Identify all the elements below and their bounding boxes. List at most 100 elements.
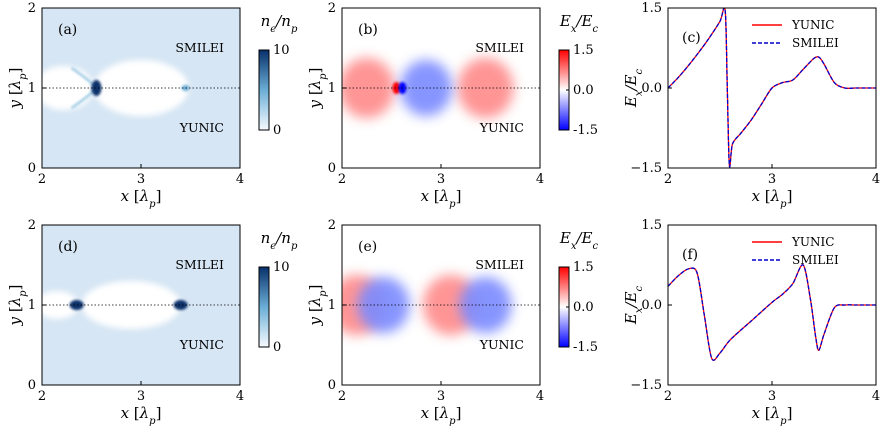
- series-smilei: [668, 8, 876, 168]
- legend: YUNIC SMILEI: [752, 235, 839, 267]
- annotation-top: SMILEI: [475, 257, 524, 272]
- xlabel-text: x [λp]: [752, 187, 793, 210]
- plot-area: [668, 264, 876, 361]
- xtick-label: 3: [437, 389, 445, 404]
- ytick-label: 1: [28, 81, 36, 96]
- colorbar: [258, 49, 270, 131]
- panel-c: 2 3 4 −1.5 0.0 1.5 (c) x [λp] Ex/Ec YUNIC SMILEI: [622, 1, 880, 210]
- colorbar-label: Ex/Ec: [559, 12, 599, 35]
- xlabel: x [λp]: [121, 187, 162, 210]
- ylabel: y [λp]: [6, 68, 29, 110]
- xtick-label: 4: [872, 172, 880, 187]
- colorbar-tick-label: -1.5: [573, 123, 598, 138]
- field-spike-pos: [392, 82, 401, 94]
- colorbar-tick-label: 10: [273, 260, 290, 275]
- panel-label: (f): [682, 247, 698, 263]
- xtick-label: 2: [38, 172, 46, 187]
- xtick-label: 2: [338, 389, 346, 404]
- colorbar-tick-label: 0: [273, 340, 281, 355]
- annotation-bottom: YUNIC: [479, 120, 524, 135]
- colorbar-tick-label: 1.5: [573, 260, 594, 275]
- ylabel-text: y [λp]: [306, 285, 329, 327]
- colorbar-tick-label: 0: [273, 123, 281, 138]
- colorbar-label: ne/np: [261, 12, 298, 35]
- xtick-label: 4: [536, 389, 544, 404]
- colorbar-tick-label: -1.5: [573, 340, 598, 355]
- panel-e: 2 3 4 0 1 2 (e) SMILEI YUNIC x [λp] y [λp] 1.5 0.0 -1…: [306, 218, 599, 427]
- ytick-label: 1: [328, 298, 336, 313]
- ytick-label: 2: [28, 1, 36, 16]
- xtick-label: 3: [137, 389, 145, 404]
- colorbar-label-text: ne/np: [261, 229, 298, 252]
- xlabel-text: x [λp]: [752, 404, 793, 427]
- legend-label-yunic: YUNIC: [791, 235, 834, 249]
- ytick-label: −1.5: [630, 161, 662, 176]
- ytick-label: 2: [328, 218, 336, 233]
- colorbar-tick-label: 0.0: [573, 83, 594, 98]
- legend-label-yunic: YUNIC: [791, 18, 834, 32]
- ytick-label: 0.0: [641, 298, 662, 313]
- colorbar-label-text: ne/np: [261, 12, 298, 35]
- xtick-label: 4: [872, 389, 880, 404]
- xlabel-text: x [λp]: [121, 404, 162, 427]
- bubble-main: [81, 281, 181, 329]
- xtick-label: 3: [768, 389, 776, 404]
- xtick-label: 3: [437, 172, 445, 187]
- colorbar-tick-label: 1.5: [573, 43, 594, 58]
- ytick-label: 0: [328, 378, 336, 393]
- field-red-lobe-0: [342, 58, 395, 118]
- ytick-label: 2: [328, 1, 336, 16]
- annotation-bottom: YUNIC: [179, 337, 224, 352]
- ytick-label: 1.5: [641, 218, 662, 233]
- ytick-label: 0: [328, 161, 336, 176]
- colorbar: [258, 266, 270, 348]
- ytick-label: 1: [28, 298, 36, 313]
- xtick-label: 2: [664, 172, 672, 187]
- panel-label: (d): [58, 239, 78, 255]
- field-blue-lobe-0: [357, 277, 410, 333]
- xtick-label: 2: [664, 389, 672, 404]
- series-smilei: [668, 264, 876, 361]
- ylabel-text: y [λp]: [306, 68, 329, 110]
- ytick-label: 1: [328, 81, 336, 96]
- panel-b: 2 3 4 0 1 2 (b) SMILEI YUNIC x [λp] y [λp] 1.5 0.0 -1…: [306, 1, 599, 210]
- annotation-bottom: YUNIC: [479, 337, 524, 352]
- colorbar-label-text: Ex/Ec: [559, 12, 599, 35]
- annotation-bottom: YUNIC: [179, 120, 224, 135]
- panel-label: (a): [58, 22, 77, 38]
- xlabel: x [λp]: [752, 404, 793, 427]
- annotation-top: SMILEI: [175, 40, 224, 55]
- xlabel: x [λp]: [421, 404, 462, 427]
- xlabel: x [λp]: [121, 404, 162, 427]
- colorbar-label: ne/np: [261, 229, 298, 252]
- colorbar-label-text: Ex/Ec: [559, 229, 599, 252]
- ylabel: y [λp]: [306, 285, 329, 327]
- density-spike-0: [69, 300, 84, 310]
- panel-label: (c): [682, 30, 701, 46]
- ytick-label: 1.5: [641, 1, 662, 16]
- ylabel: Ex/Ec: [622, 286, 645, 326]
- xlabel: x [λp]: [421, 187, 462, 210]
- plot-area: [668, 8, 876, 168]
- panel-label: (e): [358, 239, 377, 255]
- xlabel-text: x [λp]: [421, 404, 462, 427]
- ytick-label: 0: [28, 378, 36, 393]
- xtick-label: 3: [768, 172, 776, 187]
- annotation-top: SMILEI: [175, 257, 224, 272]
- xtick-label: 3: [137, 172, 145, 187]
- density-spike: [91, 80, 102, 96]
- xtick-label: 2: [338, 172, 346, 187]
- ylabel-text: Ex/Ec: [622, 69, 645, 109]
- legend-label-smilei: SMILEI: [792, 36, 839, 50]
- colorbar-tick-label: 0.0: [573, 300, 594, 315]
- panel-label: (b): [358, 22, 378, 38]
- xtick-label: 4: [236, 389, 244, 404]
- ylabel: y [λp]: [6, 285, 29, 327]
- ytick-label: 0.0: [641, 81, 662, 96]
- xtick-label: 4: [536, 172, 544, 187]
- xlabel-text: x [λp]: [121, 187, 162, 210]
- xlabel: x [λp]: [752, 187, 793, 210]
- panel-f: 2 3 4 −1.5 0.0 1.5 (f) x [λp] Ex/Ec YUNIC SMILEI: [622, 218, 880, 427]
- ylabel-text: y [λp]: [6, 285, 29, 327]
